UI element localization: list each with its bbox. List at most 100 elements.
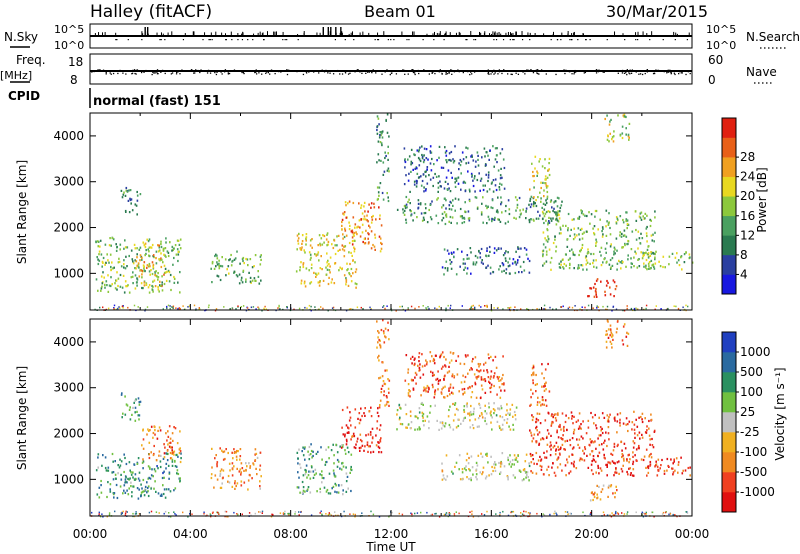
data-cell — [506, 409, 508, 412]
data-cell — [426, 168, 428, 171]
data-cell — [453, 159, 456, 163]
data-cell — [563, 429, 565, 432]
data-cell — [113, 496, 115, 499]
nsearch-point — [231, 39, 233, 41]
nave-point — [493, 73, 495, 75]
data-cell — [224, 258, 227, 261]
data-cell — [522, 208, 524, 211]
data-cell — [346, 446, 349, 449]
data-cell — [178, 308, 180, 311]
data-cell — [168, 271, 171, 274]
data-cell — [554, 510, 556, 513]
freq-panel: Freq. [MHz] 18 8 60 0 Nave — [0, 53, 777, 87]
data-cell — [363, 242, 366, 245]
data-cell — [487, 376, 490, 379]
data-cell — [379, 250, 382, 253]
data-cell — [148, 262, 151, 266]
nave-point — [349, 72, 351, 74]
data-cell — [529, 218, 532, 221]
data-cell — [600, 246, 603, 249]
data-cell — [645, 227, 648, 230]
data-cell — [466, 272, 468, 275]
data-cell — [344, 201, 347, 204]
data-cell — [527, 257, 529, 260]
data-cell — [663, 472, 666, 475]
data-cell — [447, 304, 449, 307]
data-cell — [382, 330, 385, 333]
nave-point — [258, 72, 260, 74]
data-cell — [653, 252, 655, 255]
colorbar-tick-label: -25 — [740, 425, 760, 439]
data-cell — [554, 200, 557, 203]
data-cell — [125, 403, 128, 406]
data-cell — [215, 265, 217, 268]
data-cell — [606, 242, 608, 245]
data-cell — [413, 153, 415, 156]
data-cell — [544, 419, 547, 422]
data-cell — [333, 239, 336, 242]
data-cell — [253, 265, 255, 268]
data-cell — [514, 514, 517, 517]
freq-ytick-top: 18 — [68, 55, 83, 69]
nave-point — [487, 72, 489, 75]
data-cell — [567, 229, 569, 232]
data-cell — [539, 401, 541, 404]
data-cell — [179, 477, 181, 480]
data-cell — [129, 477, 131, 480]
nsky-ytick-top: 10^5 — [54, 23, 84, 36]
data-cell — [222, 458, 225, 461]
data-cell — [472, 473, 474, 476]
nave-point — [439, 69, 441, 71]
data-cell — [299, 266, 301, 269]
data-cell — [641, 420, 644, 424]
data-cell — [587, 248, 589, 251]
data-cell — [464, 190, 467, 193]
data-cell — [152, 266, 155, 269]
data-cell — [163, 271, 166, 274]
data-cell — [630, 307, 633, 310]
data-cell — [380, 451, 383, 454]
data-cell — [657, 458, 660, 461]
data-cell — [304, 458, 306, 461]
data-cell — [169, 307, 171, 310]
data-cell — [429, 216, 432, 219]
data-cell — [541, 206, 543, 209]
data-cell — [612, 279, 615, 282]
nave-point — [270, 69, 273, 72]
data-cell — [489, 149, 491, 152]
data-cell — [515, 458, 517, 461]
data-cell — [130, 471, 132, 474]
data-cell — [598, 443, 601, 447]
data-cell — [452, 204, 454, 207]
data-cell — [505, 268, 508, 271]
data-cell — [321, 470, 323, 473]
nave-point — [524, 73, 526, 75]
data-cell — [163, 452, 166, 455]
data-cell — [418, 360, 420, 363]
nave-point — [153, 70, 155, 72]
nave-point — [344, 72, 347, 74]
data-cell — [502, 510, 504, 513]
data-cell — [148, 246, 151, 249]
data-cell — [354, 270, 357, 274]
data-cell — [433, 373, 435, 377]
nave-point — [241, 71, 243, 74]
data-cell — [623, 442, 626, 445]
colorbar-tick-label: 12 — [740, 228, 755, 242]
data-cell — [303, 282, 306, 285]
data-cell — [432, 357, 435, 361]
data-cell — [543, 195, 545, 198]
data-cell — [637, 230, 640, 233]
colorbar-tick-label: 24 — [740, 170, 755, 184]
data-cell — [348, 272, 350, 275]
nsearch-point — [577, 39, 579, 41]
data-cell — [421, 353, 423, 356]
data-cell — [335, 484, 337, 487]
nave-point — [540, 69, 543, 71]
data-cell — [130, 276, 133, 279]
data-cell — [431, 200, 433, 203]
data-cell — [426, 361, 428, 364]
data-cell — [245, 462, 247, 465]
data-cell — [581, 232, 584, 235]
data-cell — [248, 512, 251, 514]
